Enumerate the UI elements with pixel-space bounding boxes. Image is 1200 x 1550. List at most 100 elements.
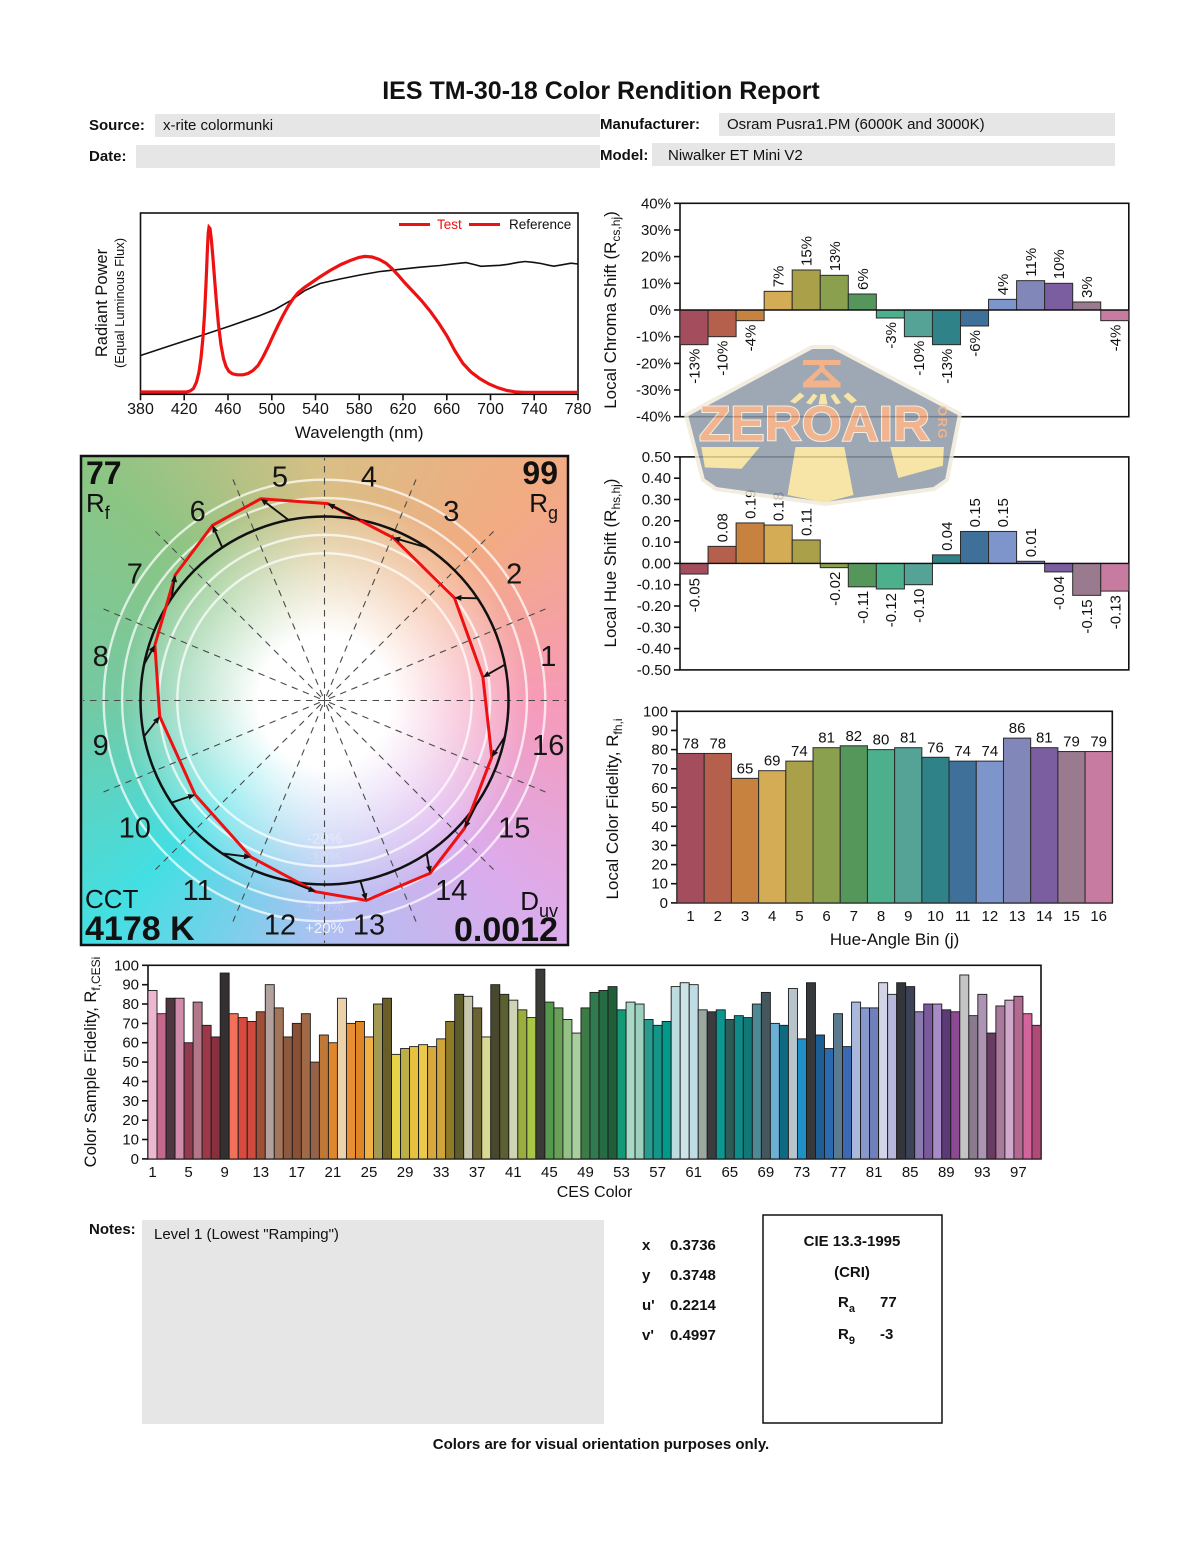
svg-text:Colors are for visual orientat: Colors are for visual orientation purpos… [433, 1436, 769, 1453]
svg-text:-3: -3 [880, 1326, 893, 1343]
svg-text:0.10: 0.10 [642, 534, 671, 551]
svg-text:-4%: -4% [1107, 325, 1124, 352]
svg-text:3: 3 [741, 908, 749, 925]
svg-text:13: 13 [353, 909, 385, 941]
svg-text:40: 40 [122, 1074, 139, 1091]
svg-text:2: 2 [714, 908, 722, 925]
svg-text:53: 53 [613, 1164, 630, 1181]
svg-text:78: 78 [682, 736, 699, 753]
svg-text:700: 700 [477, 401, 504, 418]
svg-text:-0.02: -0.02 [827, 572, 844, 606]
svg-text:Radiant Power: Radiant Power [93, 248, 111, 357]
svg-text:460: 460 [215, 401, 242, 418]
svg-text:0: 0 [660, 895, 668, 912]
svg-text:-0.15: -0.15 [1079, 599, 1096, 633]
svg-text:90: 90 [651, 723, 668, 740]
svg-text:+20%: +20% [305, 920, 344, 937]
svg-text:0.2214: 0.2214 [670, 1297, 717, 1314]
svg-text:500: 500 [258, 401, 285, 418]
svg-text:-0.40: -0.40 [637, 641, 671, 658]
svg-text:Level 1 (Lowest "Ramping"): Level 1 (Lowest "Ramping") [154, 1226, 339, 1243]
svg-text:740: 740 [521, 401, 548, 418]
svg-text:15: 15 [1063, 908, 1080, 925]
svg-text:-10%: -10% [307, 850, 342, 867]
svg-text:Reference: Reference [509, 217, 571, 232]
svg-text:30%: 30% [641, 222, 671, 239]
svg-text:61: 61 [685, 1164, 702, 1181]
svg-text:6: 6 [190, 496, 206, 528]
svg-text:4: 4 [768, 908, 776, 925]
svg-text:9: 9 [93, 730, 109, 762]
svg-text:70: 70 [122, 1015, 139, 1032]
svg-text:57: 57 [649, 1164, 666, 1181]
svg-text:60: 60 [122, 1035, 139, 1052]
svg-text:0.19: 0.19 [743, 490, 760, 519]
svg-text:0.15: 0.15 [967, 498, 984, 527]
svg-text:580: 580 [346, 401, 373, 418]
svg-text:660: 660 [433, 401, 460, 418]
svg-text:-0.11: -0.11 [855, 591, 872, 624]
svg-text:81: 81 [866, 1164, 883, 1181]
svg-text:0.04: 0.04 [939, 522, 956, 551]
svg-text:50: 50 [651, 799, 668, 816]
svg-text:20: 20 [122, 1112, 139, 1129]
svg-text:90: 90 [122, 977, 139, 994]
svg-text:74: 74 [982, 743, 999, 760]
svg-text:-4%: -4% [743, 325, 760, 352]
svg-text:Test: Test [437, 217, 462, 232]
svg-text:0.11: 0.11 [799, 508, 816, 536]
svg-text:30: 30 [122, 1093, 139, 1110]
svg-text:76: 76 [927, 739, 944, 756]
svg-text:10%: 10% [1051, 249, 1068, 279]
svg-text:0.08: 0.08 [715, 513, 732, 542]
svg-text:10: 10 [119, 812, 151, 844]
svg-text:85: 85 [902, 1164, 919, 1181]
svg-text:-0.05: -0.05 [687, 578, 704, 612]
svg-text:-10%: -10% [636, 329, 671, 346]
svg-text:-0.12: -0.12 [883, 593, 900, 627]
svg-text:4%: 4% [995, 274, 1012, 296]
svg-text:14: 14 [1036, 908, 1053, 925]
svg-text:Rf: Rf [86, 488, 111, 523]
svg-text:-13%: -13% [939, 349, 956, 384]
svg-text:-6%: -6% [967, 330, 984, 357]
svg-text:+10%: +10% [305, 898, 344, 915]
svg-text:0.3748: 0.3748 [670, 1267, 716, 1284]
svg-text:CIE 13.3-1995: CIE 13.3-1995 [804, 1233, 901, 1250]
svg-text:Hue-Angle Bin (j): Hue-Angle Bin (j) [830, 930, 959, 949]
svg-text:-0.20: -0.20 [637, 598, 671, 615]
svg-text:Wavelength (nm): Wavelength (nm) [295, 423, 424, 442]
svg-text:37: 37 [469, 1164, 486, 1181]
svg-text:78: 78 [709, 736, 726, 753]
svg-text:41: 41 [505, 1164, 522, 1181]
svg-text:-0.13: -0.13 [1107, 595, 1124, 629]
svg-text:40%: 40% [641, 195, 671, 212]
svg-text:20: 20 [651, 857, 668, 874]
svg-text:Local Color Fidelity, Rfh,i: Local Color Fidelity, Rfh,i [603, 718, 625, 899]
svg-text:99: 99 [522, 455, 558, 491]
svg-text:65: 65 [737, 760, 754, 777]
svg-text:65: 65 [721, 1164, 738, 1181]
svg-text:21: 21 [325, 1164, 342, 1181]
svg-text:77: 77 [830, 1164, 847, 1181]
svg-text:33: 33 [433, 1164, 450, 1181]
svg-text:97: 97 [1010, 1164, 1027, 1181]
svg-text:Rg: Rg [529, 488, 558, 523]
svg-text:-40%: -40% [636, 409, 671, 426]
svg-text:(Equal Luminous Flux): (Equal Luminous Flux) [112, 238, 127, 368]
svg-text:0.0012: 0.0012 [454, 911, 558, 949]
svg-text:-10%: -10% [715, 341, 732, 376]
svg-text:12: 12 [982, 908, 999, 925]
svg-text:-10%: -10% [911, 341, 928, 376]
svg-text:y: y [642, 1267, 651, 1284]
svg-text:70: 70 [651, 761, 668, 778]
svg-text:81: 81 [1036, 730, 1053, 747]
svg-text:77: 77 [880, 1294, 897, 1311]
svg-text:CCT: CCT [85, 884, 139, 914]
svg-text:0.4997: 0.4997 [670, 1327, 716, 1344]
svg-text:0%: 0% [649, 302, 671, 319]
svg-text:86: 86 [1009, 720, 1026, 737]
svg-text:-0.10: -0.10 [911, 589, 928, 623]
svg-text:IES TM-30-18 Color Rendition R: IES TM-30-18 Color Rendition Report [382, 77, 820, 105]
svg-text:0.20: 0.20 [642, 513, 671, 530]
